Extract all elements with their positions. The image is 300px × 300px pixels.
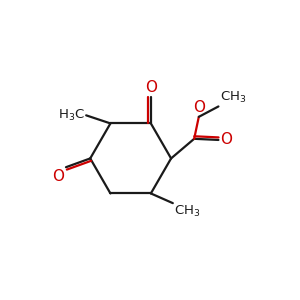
Text: CH$_3$: CH$_3$ bbox=[174, 204, 200, 219]
Text: O: O bbox=[52, 169, 64, 184]
Text: O: O bbox=[220, 131, 232, 146]
Text: CH$_3$: CH$_3$ bbox=[220, 90, 246, 105]
Text: H$_3$C: H$_3$C bbox=[58, 108, 85, 123]
Text: O: O bbox=[193, 100, 205, 115]
Text: O: O bbox=[145, 80, 157, 95]
